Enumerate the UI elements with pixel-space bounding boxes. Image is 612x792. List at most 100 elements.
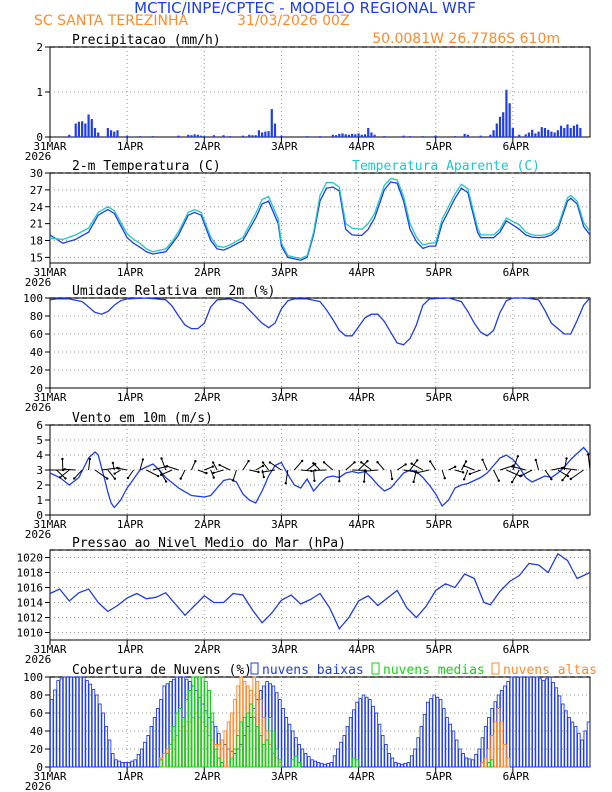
cloud-low-bar: [146, 735, 150, 768]
x-tick-label: 31MAR: [33, 391, 66, 404]
x-tick-label: 1APR: [117, 770, 144, 783]
wind-arrow-head: [231, 479, 235, 482]
wind-arrow-head: [516, 455, 520, 458]
y-tick-label: 20: [30, 364, 43, 377]
y-tick-label: 60: [30, 328, 43, 341]
y-tick-label: 0: [36, 382, 43, 395]
wind-arrow: [312, 462, 321, 471]
wind-arrow-head: [165, 465, 169, 468]
wind-arrow-head: [141, 458, 145, 461]
header-run: 31/03/2026 00Z: [237, 13, 350, 29]
wind-arrow-head: [560, 466, 564, 470]
wind-arrow: [562, 469, 572, 481]
cloud-mid-bar: [258, 735, 263, 768]
precip-bar: [527, 132, 531, 137]
cloud-mid-bar: [268, 717, 273, 768]
cloud-low-bar: [329, 762, 334, 768]
cloud-low-bar: [101, 712, 105, 768]
precip-bar: [502, 112, 505, 137]
cloud-low-bar: [85, 680, 89, 768]
wind-arrow: [255, 465, 264, 471]
series-line-pressao: [49, 552, 591, 631]
cloud-low-bar: [409, 755, 414, 768]
cloud-low-bar: [111, 753, 115, 768]
cloud-low-bar: [156, 708, 160, 768]
wind-arrow-head: [550, 477, 553, 481]
precip-bar: [534, 133, 537, 137]
precip-bar: [338, 133, 341, 137]
cloud-low-bar: [544, 678, 549, 768]
panel-title: 2-m Temperatura (C): [72, 159, 221, 174]
precip-bar: [261, 132, 264, 137]
cloud-low-bar: [136, 753, 141, 768]
precip-bar: [113, 131, 116, 137]
wind-arrow: [482, 459, 488, 471]
wind-arrow-head: [261, 470, 264, 474]
cloud-low-bar: [313, 760, 318, 768]
cloud-low-bar: [512, 676, 517, 768]
wind-arrow-head: [300, 459, 304, 463]
cloud-low-bar: [393, 762, 398, 768]
cloud-low-bar: [583, 730, 588, 768]
precip-bar: [453, 136, 457, 137]
precip-bar: [74, 123, 77, 137]
x-tick-label: 6APR: [503, 770, 530, 783]
cloud-low-bar: [525, 676, 530, 768]
cloud-low-bar: [364, 696, 369, 768]
precip-bar: [257, 130, 261, 137]
precip-bar: [556, 130, 559, 137]
precip-bar: [463, 133, 466, 137]
x-tick-label: 6APR: [503, 518, 530, 531]
panel-3: 0 20 40 60 80 100 31MAR 1APR 2APR 3APR 4APR 5APR 6AP…: [23, 284, 591, 414]
precip-bar: [360, 134, 363, 137]
wind-arrow: [396, 464, 406, 471]
y-tick-label: 1: [36, 86, 43, 99]
cloud-low-bar: [573, 726, 578, 768]
cloud-high-bar: [496, 708, 501, 768]
y-tick-label: 2: [36, 479, 43, 492]
wind-arrow-head: [64, 477, 67, 480]
y-tick-label: 24: [30, 201, 44, 214]
precip-bar: [373, 134, 376, 137]
wind-arrow-head: [416, 471, 419, 474]
x-tick-label: 3APR: [271, 140, 298, 153]
cloud-mid-bar: [204, 681, 208, 768]
cloud-low-bar: [345, 726, 350, 768]
wind-arrow: [166, 465, 179, 471]
series-line-temperatura: [49, 181, 591, 261]
wind-arrow: [463, 465, 475, 471]
precip-bar: [466, 134, 469, 137]
wind-arrow: [512, 466, 526, 471]
cloud-low-bar: [323, 763, 327, 768]
cloud-low-bar: [564, 710, 568, 768]
cloud-mid-bar: [210, 712, 215, 768]
wind-arrow-head: [126, 476, 130, 480]
precip-bar: [187, 134, 190, 137]
cloud-low-bar: [519, 676, 523, 768]
panel-title: Precipitacao (mm/h): [72, 33, 221, 48]
cloud-mid-bar: [207, 690, 211, 768]
cloud-high-bar: [493, 721, 498, 768]
wind-arrow-head: [416, 459, 419, 462]
cloud-low-bar: [451, 730, 456, 768]
wind-arrow-head: [179, 477, 182, 480]
cloud-mid-bar: [252, 717, 256, 768]
precip-bar: [351, 133, 354, 137]
wind-arrow-head: [464, 460, 468, 463]
panel-5: 1010 1012 1014 1016 1018 1020 31MAR 1APR 2APR 3AP…: [17, 536, 591, 666]
cloud-low-bar: [377, 723, 382, 768]
wind-arrow: [204, 466, 213, 471]
x-tick-label: 1APR: [117, 643, 144, 656]
cloud-mid-bar: [178, 708, 183, 768]
precip-bar: [367, 128, 370, 137]
cloud-low-bar: [403, 762, 408, 768]
cloud-mid-bar: [297, 762, 301, 768]
x-tick-label: 1APR: [117, 518, 144, 531]
cloud-mid-bar: [487, 762, 491, 768]
wind-arrow-head: [211, 465, 214, 468]
precip-bar: [540, 127, 543, 137]
wind-arrow-head: [73, 477, 76, 480]
wind-arrow: [197, 469, 207, 474]
